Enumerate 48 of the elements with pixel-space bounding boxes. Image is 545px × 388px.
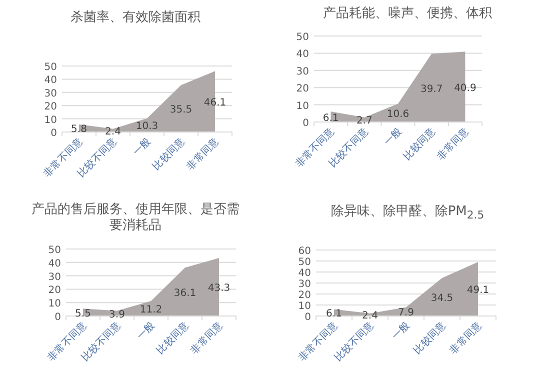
chart-title: 除异味、除甲醛、除PM$_{2.5}$ <box>330 204 486 224</box>
y-tick-label: 30 <box>298 279 311 290</box>
y-tick-label: 10 <box>298 301 311 312</box>
y-tick-label: 40 <box>298 268 311 279</box>
y-tick-label: 10 <box>44 114 57 126</box>
y-tick-label: 0 <box>304 312 311 323</box>
y-tick-label: 30 <box>48 272 61 283</box>
y-tick-label: 40 <box>296 49 309 60</box>
x-tick-label: 非常同意 <box>447 320 484 356</box>
data-label: 2.4 <box>105 126 121 138</box>
data-label: 11.2 <box>140 304 162 316</box>
chart-title: 产品的售后服务、使用年限、是否需要消耗品 <box>30 202 240 234</box>
y-tick-label: 20 <box>296 84 309 95</box>
data-label: 40.9 <box>454 82 476 94</box>
y-tick-label: 10 <box>296 100 309 112</box>
data-label: 46.1 <box>204 98 226 109</box>
data-label: 34.5 <box>430 293 454 304</box>
data-label: 39.7 <box>420 84 443 95</box>
data-label: 36.1 <box>174 288 196 299</box>
y-tick-label: 30 <box>296 66 309 78</box>
x-tick-label: 一般 <box>390 320 412 342</box>
y-tick-label: 40 <box>48 258 61 270</box>
data-label: 35.5 <box>170 104 192 116</box>
chart-title: 产品耗能、噪声、便携、体积 <box>322 6 493 22</box>
data-label: 5.5 <box>75 308 91 320</box>
y-tick-label: 40 <box>44 75 57 86</box>
data-label: 2.4 <box>362 310 378 322</box>
y-tick-label: 50 <box>44 62 57 73</box>
y-tick-label: 50 <box>296 32 309 43</box>
chart-title: 杀菌率、有效除菌面积 <box>70 10 202 26</box>
y-tick-label: 0 <box>54 312 61 323</box>
y-tick-label: 10 <box>48 298 61 310</box>
y-tick-label: 0 <box>50 128 57 139</box>
y-tick-label: 30 <box>44 88 57 100</box>
data-label: 10.6 <box>386 108 410 120</box>
y-tick-label: 20 <box>44 102 57 113</box>
data-label: 7.9 <box>398 308 414 319</box>
data-label: 6.1 <box>326 308 342 320</box>
x-tick-label: 比较同意 <box>411 320 448 356</box>
data-label: 6.1 <box>322 112 339 124</box>
data-label: 10.3 <box>136 121 158 132</box>
y-tick-label: 60 <box>298 246 311 257</box>
data-label: 5.8 <box>71 124 87 136</box>
y-tick-label: 20 <box>48 285 61 296</box>
y-tick-label: 50 <box>298 257 311 268</box>
y-tick-label: 0 <box>302 118 309 129</box>
y-tick-label: 50 <box>48 245 61 256</box>
y-tick-label: 20 <box>298 290 311 301</box>
